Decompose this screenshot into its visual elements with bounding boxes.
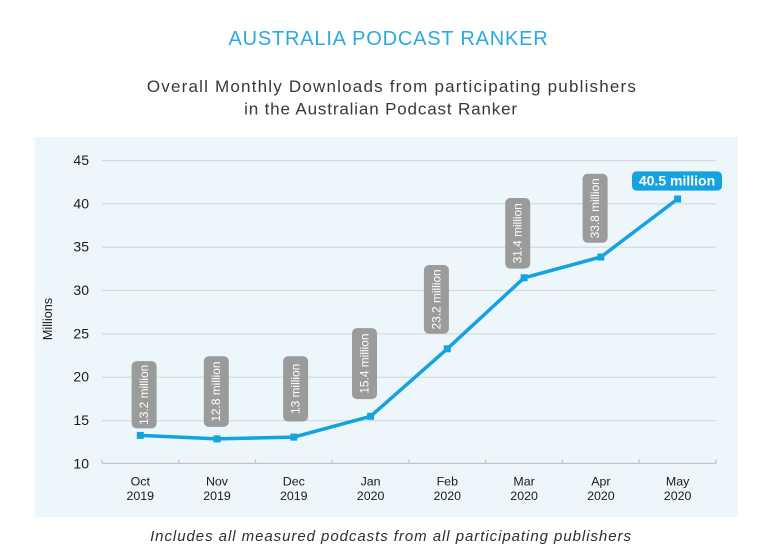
svg-text:2020: 2020 [434, 489, 462, 503]
svg-text:2019: 2019 [127, 489, 155, 503]
svg-text:45: 45 [73, 152, 89, 168]
svg-text:15: 15 [73, 412, 89, 428]
svg-text:Includes all measured podcasts: Includes all measured podcasts from all … [150, 528, 632, 545]
svg-text:Oct: Oct [131, 475, 151, 489]
svg-text:13.2 million: 13.2 million [137, 365, 151, 425]
svg-text:15.4 million: 15.4 million [357, 334, 371, 394]
svg-text:2020: 2020 [510, 489, 538, 503]
svg-text:2020: 2020 [357, 489, 385, 503]
svg-text:40.5 million: 40.5 million [639, 173, 715, 189]
svg-text:Apr: Apr [591, 475, 610, 489]
svg-text:Millions: Millions [41, 298, 55, 340]
svg-text:12.8 million: 12.8 million [209, 362, 223, 422]
svg-text:Overall Monthly Downloads from: Overall Monthly Downloads from participa… [147, 77, 637, 96]
svg-text:Dec: Dec [283, 475, 305, 489]
svg-text:Jan: Jan [361, 475, 381, 489]
svg-text:40: 40 [73, 195, 89, 211]
svg-text:May: May [666, 475, 690, 489]
svg-text:30: 30 [73, 282, 89, 298]
svg-text:23.2 million: 23.2 million [429, 269, 443, 329]
svg-text:in the Australian Podcast Rank: in the Australian Podcast Ranker [244, 100, 518, 119]
svg-text:25: 25 [73, 325, 89, 341]
svg-text:20: 20 [73, 369, 89, 385]
svg-text:33.8 million: 33.8 million [588, 178, 602, 238]
svg-text:Mar: Mar [513, 475, 534, 489]
svg-text:Nov: Nov [206, 475, 229, 489]
svg-text:31.4 million: 31.4 million [511, 203, 525, 263]
svg-text:Feb: Feb [437, 475, 458, 489]
svg-text:10: 10 [73, 455, 89, 471]
svg-text:13 million: 13 million [289, 364, 303, 414]
svg-text:2020: 2020 [587, 489, 615, 503]
svg-text:35: 35 [73, 239, 89, 255]
svg-text:2019: 2019 [280, 489, 308, 503]
svg-text:2019: 2019 [203, 489, 231, 503]
svg-text:2020: 2020 [664, 489, 692, 503]
svg-text:AUSTRALIA PODCAST RANKER: AUSTRALIA PODCAST RANKER [228, 28, 548, 50]
